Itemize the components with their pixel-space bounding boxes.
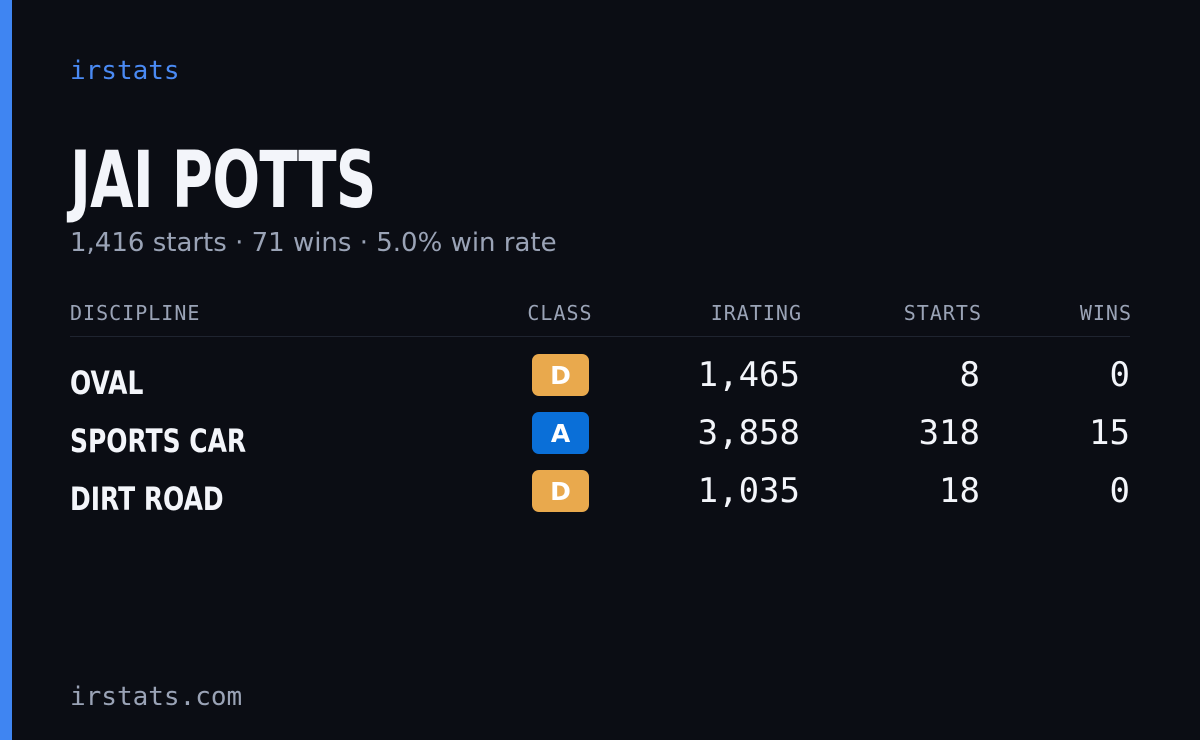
class-badge: A xyxy=(532,412,589,454)
header-rule xyxy=(70,336,1130,337)
class-badge: D xyxy=(532,470,589,512)
player-summary: 1,416 starts · 71 wins · 5.0% win rate xyxy=(70,228,557,258)
irating: 3,858 xyxy=(697,413,800,453)
column-header: IRATING xyxy=(710,301,802,325)
wins: 0 xyxy=(1109,355,1130,395)
discipline: DIRT ROAD xyxy=(70,480,224,518)
accent-bar xyxy=(0,0,12,740)
class-badge: D xyxy=(532,354,589,396)
column-header: DISCIPLINE xyxy=(70,301,201,325)
irating: 1,035 xyxy=(697,471,800,511)
starts: 8 xyxy=(959,355,980,395)
discipline: OVAL xyxy=(70,364,144,402)
brand: irstats xyxy=(70,56,180,86)
discipline: SPORTS CAR xyxy=(70,422,247,460)
irating: 1,465 xyxy=(697,355,800,395)
column-header: WINS xyxy=(1079,301,1132,325)
wins: 15 xyxy=(1089,413,1130,453)
starts: 318 xyxy=(918,413,980,453)
column-header: STARTS xyxy=(903,301,982,325)
starts: 18 xyxy=(939,471,980,511)
player-name: JAI POTTS xyxy=(70,136,376,226)
wins: 0 xyxy=(1109,471,1130,511)
footer-url: irstats.com xyxy=(70,682,243,712)
column-header: CLASS xyxy=(527,301,593,325)
